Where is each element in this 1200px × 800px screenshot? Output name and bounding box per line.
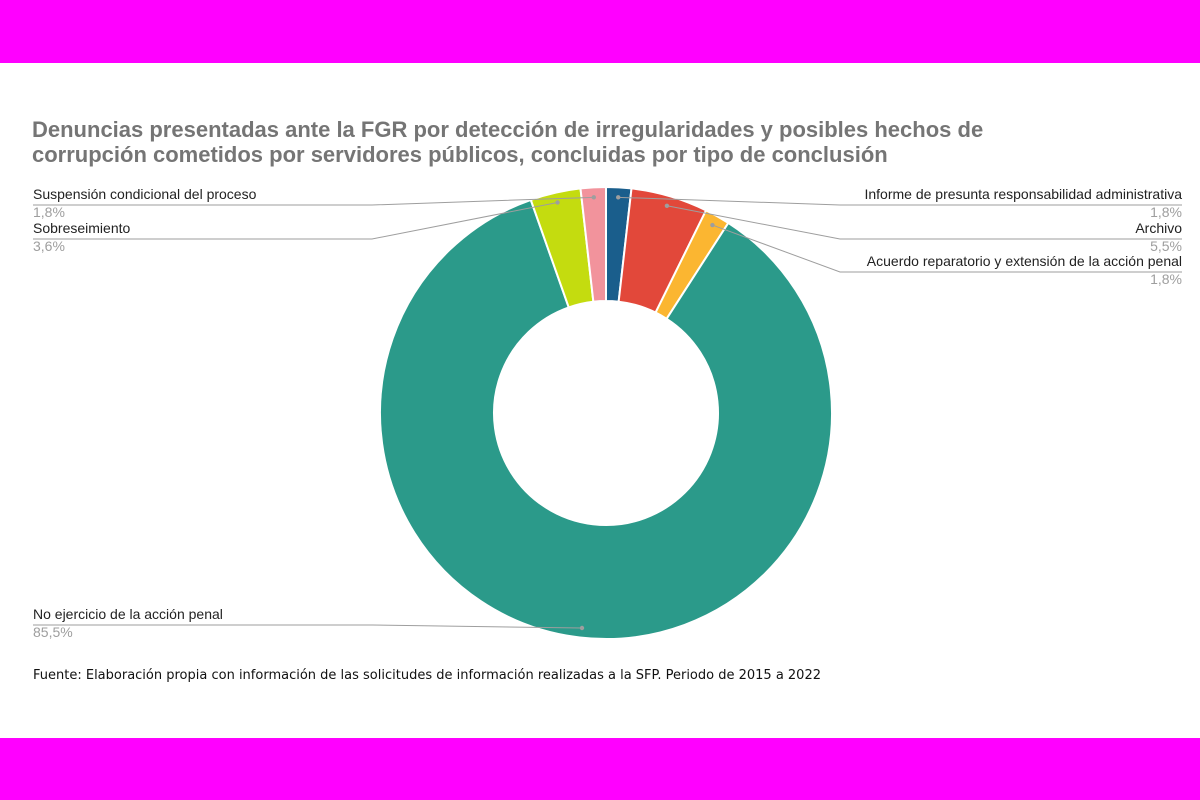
label-no-ejercicio-de-la-accion-penal: No ejercicio de la acción penal bbox=[33, 606, 223, 622]
donut-slices bbox=[379, 185, 833, 640]
value-informe-de-presunta-responsabilidad-administrativa: 1,8% bbox=[1150, 204, 1182, 220]
value-acuerdo-reparatorio-y-extension-de-la-accion-penal: 1,8% bbox=[1150, 271, 1182, 287]
chart-title-line-2: corrupción cometidos por servidores públ… bbox=[32, 142, 888, 167]
label-sobreseimiento: Sobreseimiento bbox=[33, 220, 130, 236]
leader-sobreseimiento bbox=[33, 200, 560, 240]
slice-labels: Informe de presunta responsabilidad admi… bbox=[33, 186, 1182, 640]
chart-title-line-1: Denuncias presentadas ante la FGR por de… bbox=[32, 117, 984, 142]
leader-acuerdo-reparatorio-y-extension-de-la-accion-penal bbox=[710, 222, 1182, 273]
chart-title: Denuncias presentadas ante la FGR por de… bbox=[32, 117, 1152, 167]
bottom-color-band bbox=[0, 738, 1200, 800]
label-informe-de-presunta-responsabilidad-administrativa: Informe de presunta responsabilidad admi… bbox=[864, 186, 1182, 202]
leader-archivo bbox=[664, 203, 1182, 240]
leader-suspension-condicional-del-proceso bbox=[33, 195, 596, 206]
top-color-band bbox=[0, 0, 1200, 63]
leader-lines bbox=[33, 195, 1182, 631]
slice-suspension-condicional-del-proceso bbox=[579, 185, 607, 303]
leader-informe-de-presunta-responsabilidad-administrativa bbox=[616, 195, 1182, 206]
value-no-ejercicio-de-la-accion-penal: 85,5% bbox=[33, 624, 73, 640]
value-sobreseimiento: 3,6% bbox=[33, 238, 65, 254]
source-note: Fuente: Elaboración propia con informaci… bbox=[33, 668, 821, 683]
leader-no-ejercicio-de-la-accion-penal bbox=[33, 624, 585, 631]
slice-no-ejercicio-de-la-accion-penal bbox=[379, 198, 833, 640]
label-acuerdo-reparatorio-y-extension-de-la-accion-penal: Acuerdo reparatorio y extensión de la ac… bbox=[867, 253, 1182, 269]
value-suspension-condicional-del-proceso: 1,8% bbox=[33, 204, 65, 220]
label-archivo: Archivo bbox=[1135, 220, 1182, 236]
label-suspension-condicional-del-proceso: Suspensión condicional del proceso bbox=[33, 186, 257, 202]
value-archivo: 5,5% bbox=[1150, 238, 1182, 254]
